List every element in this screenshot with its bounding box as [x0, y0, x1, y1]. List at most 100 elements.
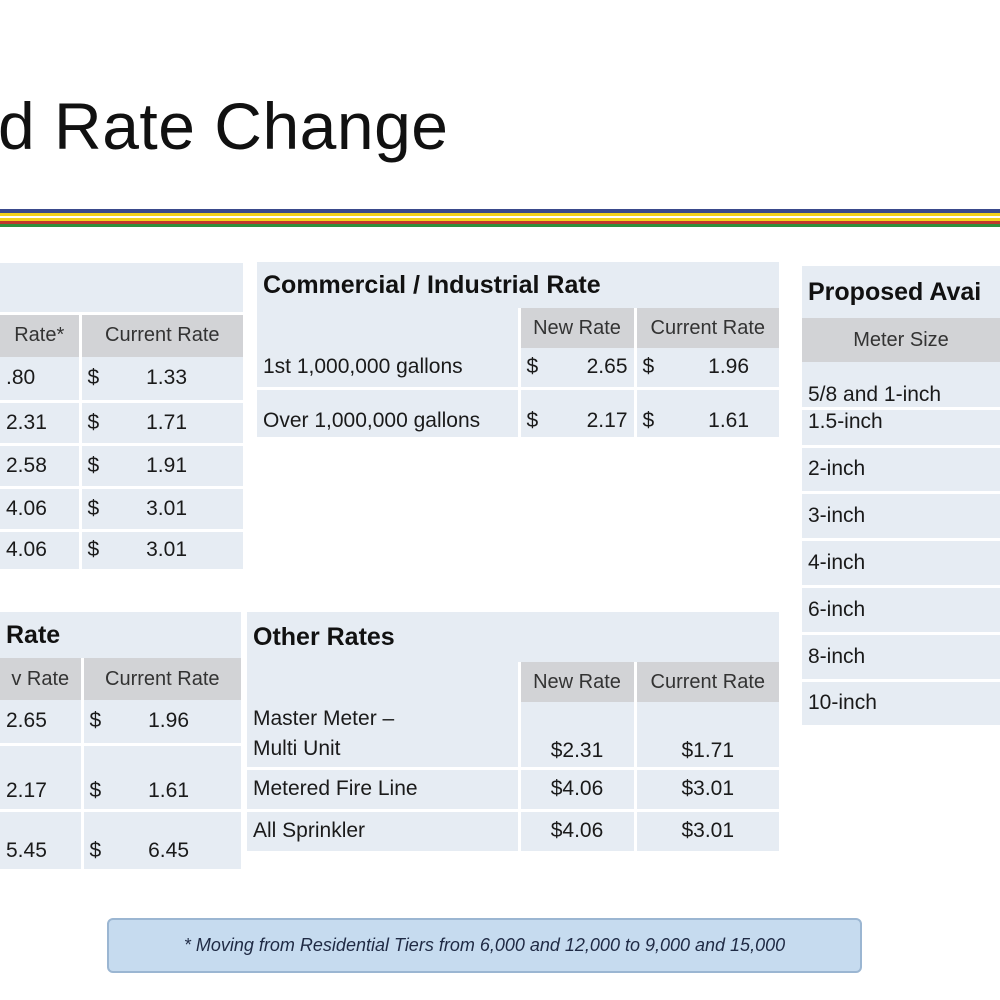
row-label: All Sprinkler — [247, 810, 521, 854]
new-rate-cell: $2.31 — [519, 702, 637, 770]
current-rate-cell: $1.96 — [635, 348, 780, 390]
table-row: 5.45 $6.45 — [0, 810, 241, 872]
current-rate-cell: $1.71 — [80, 401, 243, 446]
other-rates-table: Other Rates New Rate Current Rate Master… — [247, 612, 780, 854]
current-rate-value: 6.45 — [148, 838, 189, 862]
meter-size-cell: 2-inch — [802, 446, 1000, 494]
dollar-sign: $ — [87, 538, 100, 561]
new-rate-value: 2.65 — [586, 355, 628, 379]
row-label: Master Meter – Multi Unit — [247, 702, 521, 770]
meter-size-cell: 8-inch — [802, 633, 1000, 682]
current-rate-cell: $1.61 — [82, 744, 241, 812]
decorative-stripes — [0, 209, 1000, 227]
table-title: Commercial / Industrial Rate — [257, 262, 780, 308]
current-rate-cell: $1.71 — [635, 702, 780, 770]
table-row: 2.65 $1.96 — [0, 700, 241, 746]
table-row: 6-inch — [802, 586, 1000, 635]
table-row: 4.06 $3.01 — [0, 530, 243, 572]
table-row: All Sprinkler $4.06 $3.01 — [247, 810, 780, 854]
table-title: Proposed Avai — [802, 266, 1000, 318]
residential-rate-table: Rate* Current Rate .80 $1.33 2.31 $1.71 … — [0, 263, 243, 572]
new-rate-cell: 4.06 — [0, 487, 82, 532]
table-row: Metered Fire Line $4.06 $3.01 — [247, 768, 780, 812]
dollar-sign: $ — [642, 408, 655, 432]
left-rate-table: Rate v Rate Current Rate 2.65 $1.96 2.17… — [0, 612, 241, 872]
current-rate-value: 1.33 — [146, 366, 187, 390]
col-header-new-rate: v Rate — [0, 658, 84, 700]
new-rate-cell: $2.17 — [519, 388, 637, 440]
row-label-line-2: Multi Unit — [253, 737, 341, 761]
current-rate-value: 1.91 — [146, 453, 187, 477]
table-title: Rate — [0, 612, 241, 658]
row-label-line-1: Master Meter – — [253, 707, 395, 731]
new-rate-value: 2.17 — [586, 408, 628, 432]
current-rate-value: 1.96 — [148, 709, 189, 733]
new-rate-cell: $4.06 — [519, 810, 637, 854]
new-rate-cell: 2.31 — [0, 401, 82, 446]
dollar-sign: $ — [526, 355, 539, 379]
dollar-sign: $ — [642, 355, 655, 379]
dollar-sign: $ — [87, 410, 100, 434]
table-row: 2.58 $1.91 — [0, 444, 243, 489]
dollar-sign: $ — [526, 408, 539, 432]
col-header-new-rate: New Rate — [519, 662, 637, 702]
new-rate-cell: 5.45 — [0, 810, 84, 872]
current-rate-cell: $3.01 — [80, 487, 243, 532]
table-row: .80 $1.33 — [0, 357, 243, 403]
table-row: 4.06 $3.01 — [0, 487, 243, 532]
new-rate-cell: 2.58 — [0, 444, 82, 489]
dollar-sign: $ — [89, 838, 102, 862]
dollar-sign: $ — [87, 496, 100, 520]
current-rate-cell: $1.96 — [82, 700, 241, 746]
table-title: Other Rates — [247, 612, 780, 662]
dollar-sign: $ — [87, 366, 100, 390]
col-header-current-rate: Current Rate — [635, 308, 780, 348]
current-rate-cell: $1.61 — [635, 388, 780, 440]
footnote-text: * Moving from Residential Tiers from 6,0… — [183, 935, 786, 955]
col-header-current-rate: Current Rate — [80, 313, 243, 357]
current-rate-value: 1.71 — [146, 410, 187, 434]
table-row: Master Meter – Multi Unit $2.31 $1.71 — [247, 702, 780, 770]
table-row: 4-inch — [802, 539, 1000, 588]
table-row: Over 1,000,000 gallons $2.17 $1.61 — [257, 388, 780, 440]
current-rate-value: 1.96 — [708, 355, 750, 379]
meter-size-cell: 4-inch — [802, 539, 1000, 588]
meter-size-cell: 5/8 and 1-inch — [802, 362, 1000, 410]
new-rate-cell: $4.06 — [519, 768, 637, 812]
current-rate-cell: $3.01 — [635, 810, 780, 854]
table-row: 1.5-inch — [802, 408, 1000, 448]
current-rate-cell: $1.91 — [80, 444, 243, 489]
col-header-new-rate: Rate* — [0, 313, 82, 357]
meter-size-cell: 3-inch — [802, 492, 1000, 541]
current-rate-cell: $3.01 — [635, 768, 780, 812]
meter-size-cell: 1.5-inch — [802, 408, 1000, 448]
current-rate-value: 1.61 — [708, 408, 750, 432]
current-rate-value: 1.61 — [148, 778, 189, 802]
current-rate-value: 3.01 — [146, 538, 187, 561]
col-header-current-rate: Current Rate — [635, 662, 780, 702]
table-row: 2.31 $1.71 — [0, 401, 243, 446]
current-rate-value: 3.01 — [146, 496, 187, 520]
slide-title: d Rate Change — [0, 89, 449, 163]
col-header-current-rate: Current Rate — [82, 658, 241, 700]
row-label: Metered Fire Line — [247, 768, 521, 812]
stripe-yellow — [0, 213, 1000, 216]
row-label: 1st 1,000,000 gallons — [257, 348, 521, 390]
proposed-availability-table: Proposed Avai Meter Size 5/8 and 1-inch … — [802, 266, 1000, 728]
row-label: Over 1,000,000 gallons — [257, 388, 521, 440]
current-rate-cell: $3.01 — [80, 530, 243, 572]
col-header-blank — [257, 308, 521, 348]
dollar-sign: $ — [87, 453, 100, 477]
table-row: 10-inch — [802, 680, 1000, 728]
stripe-green — [0, 224, 1000, 227]
col-header-meter-size: Meter Size — [802, 318, 1000, 362]
col-header-blank — [247, 662, 521, 702]
new-rate-cell: .80 — [0, 357, 82, 403]
meter-size-cell: 10-inch — [802, 680, 1000, 728]
footnote-box: * Moving from Residential Tiers from 6,0… — [107, 918, 862, 973]
stripe-gap — [0, 216, 1000, 218]
new-rate-cell: 2.65 — [0, 700, 84, 746]
meter-size-cell: 6-inch — [802, 586, 1000, 635]
current-rate-cell: $6.45 — [82, 810, 241, 872]
dollar-sign: $ — [89, 778, 102, 802]
